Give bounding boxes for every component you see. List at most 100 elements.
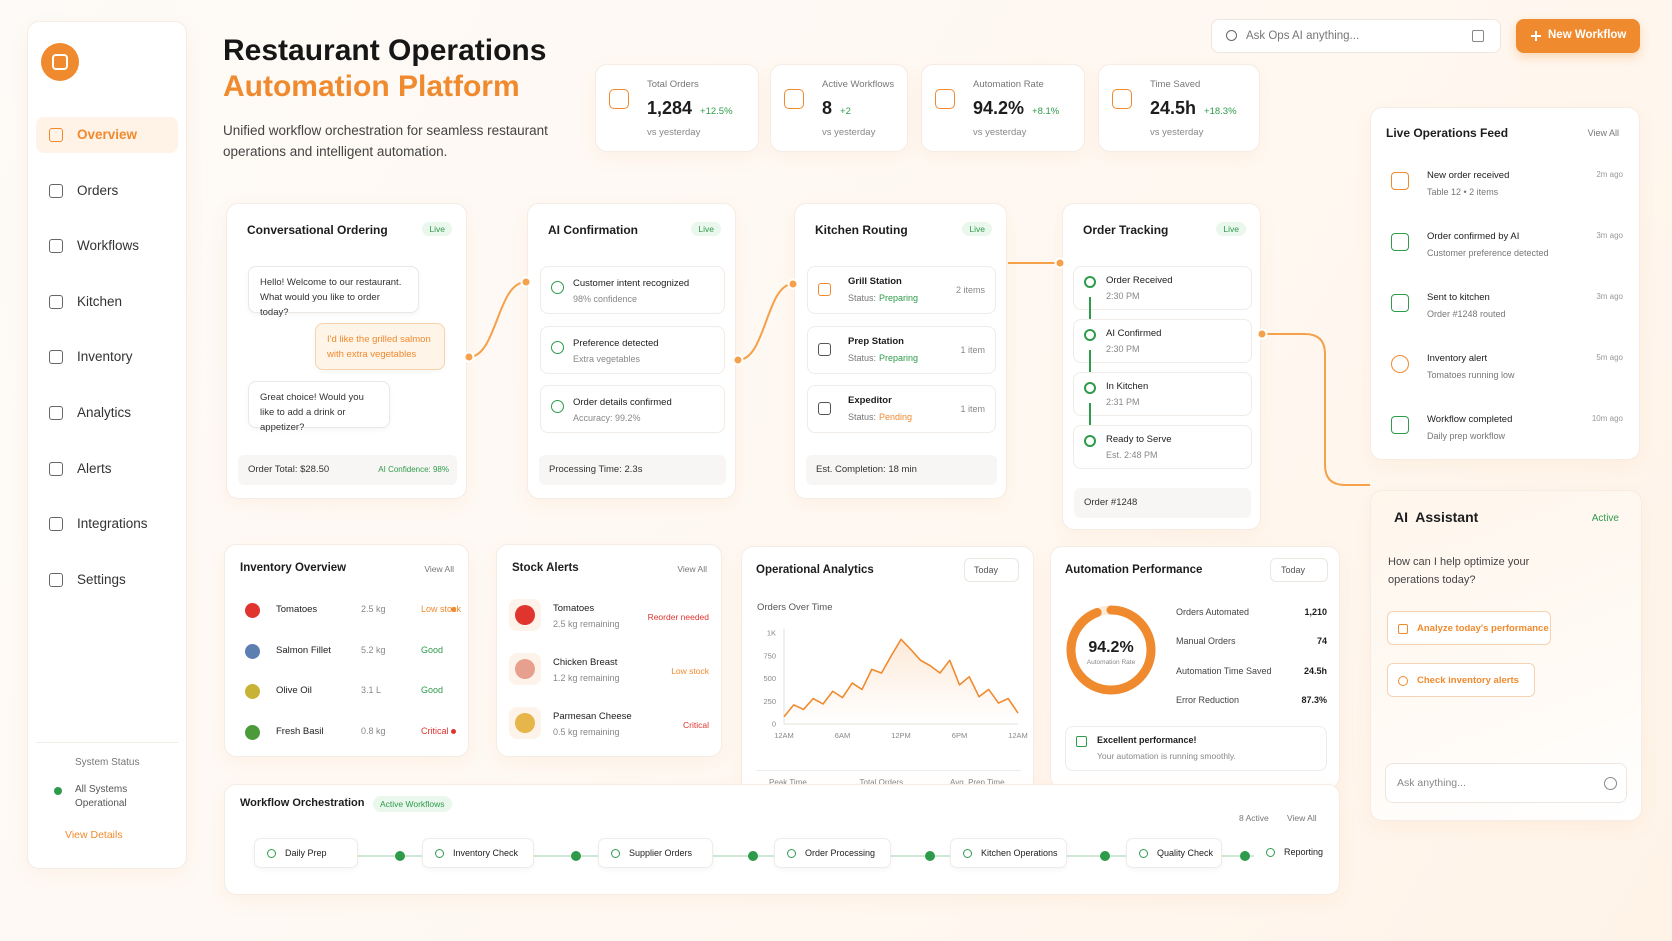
live-badge: Live (962, 222, 992, 236)
step-label: Inventory Check (453, 848, 519, 858)
item-name: Parmesan Cheese (553, 711, 632, 722)
nav-item[interactable]: Alerts (36, 451, 178, 487)
card-link[interactable]: View All (1287, 813, 1317, 823)
nav-item[interactable]: Kitchen (36, 284, 178, 320)
item-name: Chicken Breast (553, 657, 618, 668)
workflow-step[interactable]: Order Processing (774, 838, 891, 868)
nav-label: Workflows (77, 238, 140, 254)
page-title-accent: Automation Platform (223, 70, 520, 103)
card-link[interactable]: View All (677, 564, 707, 574)
item-name: Fresh Basil (276, 725, 324, 737)
metric-label: Automation Time Saved (1176, 665, 1272, 676)
nav-label: Analytics (77, 405, 132, 420)
step-connector (534, 855, 598, 857)
item-icon (515, 713, 535, 733)
item-qty: 3.1 L (361, 685, 382, 695)
note-text: Your automation is running smoothly. (1097, 751, 1236, 761)
connector (737, 283, 794, 361)
kpi-note: vs yesterday (647, 127, 701, 138)
workflow-step[interactable]: Inventory Check (422, 838, 534, 868)
step-connector (1222, 855, 1254, 857)
step-check (748, 851, 758, 861)
assistant-action[interactable]: Check inventory alerts (1387, 663, 1535, 697)
nav-item[interactable]: Workflows (36, 228, 178, 264)
kpi-row: 94.2% +8.1% (973, 98, 1059, 119)
step-label: Kitchen Operations (981, 848, 1058, 858)
live-feed: Live Operations Feed View All New order re… (1370, 107, 1640, 460)
track-row: In Kitchen 2:31 PM (1073, 372, 1252, 416)
step-title: Order details confirmed (573, 397, 672, 408)
nav-item[interactable]: Integrations (36, 506, 178, 542)
workflow-step[interactable]: Reporting (1254, 838, 1323, 868)
card-footer: Est. Completion: 18 min (806, 455, 997, 485)
icon (49, 128, 63, 142)
icon (1398, 676, 1408, 686)
workflow-step[interactable]: Supplier Orders (598, 838, 713, 868)
step-icon (1266, 848, 1275, 857)
new-workflow-button[interactable]: New Workflow (1516, 19, 1640, 53)
check-icon (551, 400, 564, 413)
item-icon (245, 603, 260, 618)
footer-text: Order #1248 (1084, 497, 1138, 508)
chat-text: I'd like the grilled salmon with extra v… (327, 334, 431, 360)
status-value: Preparing (879, 293, 919, 303)
nav-label: Overview (77, 127, 138, 142)
icon (1076, 736, 1087, 747)
icon (49, 461, 63, 476)
status-title: System Status (75, 757, 140, 768)
feed-item-title: Workflow completed (1427, 414, 1513, 425)
nav-item[interactable]: Analytics (36, 395, 178, 431)
feed-item-sub: Daily prep workflow (1427, 431, 1506, 441)
track-row: Ready to Serve Est. 2:48 PM (1073, 425, 1252, 469)
track-circle (1084, 382, 1096, 394)
filter[interactable]: Today (1270, 558, 1328, 582)
card-footer: Processing Time: 2.3s (539, 455, 726, 485)
step-icon (267, 849, 276, 858)
item-sub: 2.5 kg remaining (553, 619, 620, 629)
page-subtitle: Unified workflow orchestration for seaml… (223, 123, 548, 159)
assistant-input[interactable]: Ask anything... (1385, 763, 1627, 803)
kpi-change: +18.3% (1204, 106, 1237, 117)
pipeline-card: Order Tracking Live Order Received 2:30 PM A… (1062, 203, 1261, 530)
icon (49, 406, 63, 420)
nav-item[interactable]: Orders (36, 173, 178, 209)
nav-item[interactable]: Inventory (36, 339, 178, 375)
feed-icon (1391, 416, 1409, 434)
track-row: Order Received 2:30 PM (1073, 266, 1252, 310)
connector (468, 281, 527, 358)
filter-label: Today (974, 565, 999, 575)
kpi-value: 24.5h (1150, 98, 1197, 118)
track-title: In Kitchen (1106, 381, 1149, 392)
workflow-step[interactable]: Quality Check (1126, 838, 1222, 868)
track-circle (1084, 276, 1096, 288)
chart-title: Orders Over Time (757, 602, 833, 613)
assistant-action[interactable]: Analyze today's performance (1387, 611, 1551, 645)
system-status: System Status All Systems Operational View… (36, 742, 178, 854)
status-link[interactable]: View Details (65, 829, 123, 841)
nav-item[interactable]: Settings (36, 562, 178, 598)
chat-bubble: Hello! Welcome to our restaurant. What w… (248, 266, 419, 318)
card-title: AI Confirmation (548, 223, 638, 237)
icon (49, 517, 63, 532)
step-icon (611, 849, 620, 858)
track-line (1089, 350, 1091, 383)
item-status: Critical (683, 720, 709, 730)
item-sub: 1.2 kg remaining (553, 673, 620, 683)
note-title: Excellent performance! (1097, 735, 1197, 745)
nav-item[interactable]: Overview (36, 117, 178, 153)
station-status: Status: Preparing (848, 293, 918, 303)
search-box[interactable]: Ask Ops AI anything... (1211, 19, 1501, 53)
icon (935, 89, 955, 109)
step-icon (787, 849, 796, 858)
workflow-step[interactable]: Daily Prep (254, 838, 358, 868)
metric-value: 1,210 (1304, 607, 1327, 617)
footer-text: Est. Completion: 18 min (816, 464, 917, 475)
card-link[interactable]: View All (424, 564, 454, 574)
workflow-step[interactable]: Kitchen Operations (950, 838, 1067, 868)
card-title: Automation Performance (1065, 564, 1203, 576)
feed-link[interactable]: View All (1587, 128, 1619, 138)
metric-value: 24.5h (1303, 665, 1327, 676)
kpi-row: 24.5h +18.3% (1150, 98, 1237, 119)
filter[interactable]: Today (964, 558, 1019, 582)
